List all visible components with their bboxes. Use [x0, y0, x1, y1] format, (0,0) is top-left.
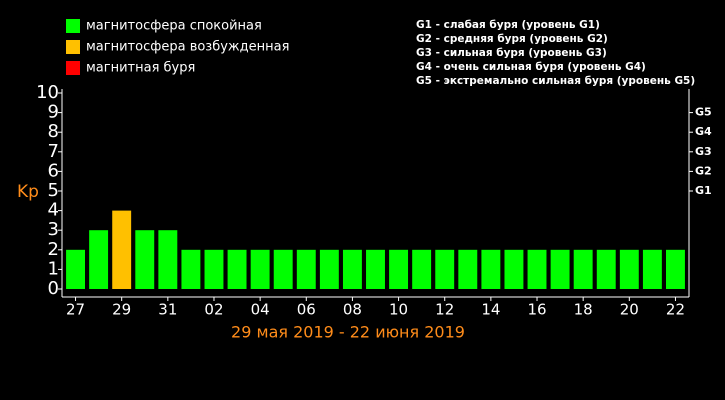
x-tick-label: 20: [620, 301, 639, 319]
y-tick-label: 0: [48, 278, 59, 299]
bar: [89, 230, 109, 289]
y-tick-label: 4: [48, 200, 59, 221]
legend-label: магнитосфера возбужденная: [86, 40, 289, 55]
bar: [296, 249, 316, 289]
y-tick-label: 2: [48, 239, 59, 260]
bar: [666, 249, 685, 289]
bar: [112, 210, 132, 289]
legend-swatch: [66, 19, 80, 33]
y2-tick-label: G4: [695, 125, 712, 138]
y-tick-label: 8: [48, 121, 59, 142]
y2-tick-label: G3: [695, 145, 712, 158]
x-tick-label: 18: [574, 301, 593, 319]
y-tick-label: 9: [48, 102, 59, 123]
bar: [204, 249, 224, 289]
storm-level-note: G2 - средняя буря (уровень G2): [416, 33, 608, 45]
x-axis-label: 29 мая 2019 - 22 июня 2019: [231, 323, 465, 342]
bar: [389, 249, 409, 289]
bar: [250, 249, 270, 289]
bar: [342, 249, 362, 289]
storm-level-note: G1 - слабая буря (уровень G1): [416, 19, 600, 31]
bar: [158, 230, 178, 289]
x-tick-label: 31: [158, 301, 177, 319]
x-tick-label: 10: [389, 301, 408, 319]
bar: [642, 249, 662, 289]
y-tick-label: 7: [48, 141, 59, 162]
x-tick-label: 22: [666, 301, 685, 319]
bar: [366, 249, 385, 289]
y-tick-label: 1: [48, 258, 59, 279]
legend-label: магнитосфера спокойная: [86, 19, 262, 34]
x-tick-label: 02: [204, 301, 223, 319]
y-axis-label: Kp: [17, 182, 39, 202]
y-tick-label: 10: [36, 82, 59, 103]
y-tick-label: 5: [48, 180, 59, 201]
bar: [596, 249, 616, 289]
y-tick-label: 3: [48, 219, 59, 240]
bar: [273, 249, 293, 289]
x-tick-label: 29: [112, 301, 131, 319]
legend-swatch: [66, 61, 80, 75]
x-tick-label: 14: [481, 301, 500, 319]
storm-level-note: G5 - экстремально сильная буря (уровень …: [416, 75, 695, 87]
x-tick-label: 04: [251, 301, 270, 319]
x-tick-label: 27: [66, 301, 85, 319]
storm-level-note: G3 - сильная буря (уровень G3): [416, 47, 607, 59]
bar: [619, 249, 639, 289]
bar: [412, 249, 432, 289]
x-tick-label: 06: [297, 301, 316, 319]
bar: [66, 249, 85, 289]
y-tick-label: 6: [48, 160, 59, 181]
x-tick-label: 12: [435, 301, 454, 319]
legend-swatch: [66, 40, 80, 54]
bar: [573, 249, 593, 289]
bar: [481, 249, 501, 289]
x-tick-label: 08: [343, 301, 362, 319]
y2-tick-label: G5: [695, 106, 712, 119]
y2-tick-label: G1: [695, 184, 712, 197]
bar: [181, 249, 201, 289]
bar: [550, 249, 570, 289]
legend-label: магнитная буря: [86, 61, 195, 76]
bar: [527, 249, 547, 289]
y2-tick-label: G2: [695, 164, 712, 177]
bar: [435, 249, 455, 289]
bar: [319, 249, 339, 289]
bar: [227, 249, 247, 289]
bar: [504, 249, 524, 289]
storm-level-note: G4 - очень сильная буря (уровень G4): [416, 61, 646, 73]
bar: [135, 230, 155, 289]
bar: [458, 249, 478, 289]
x-tick-label: 16: [527, 301, 546, 319]
